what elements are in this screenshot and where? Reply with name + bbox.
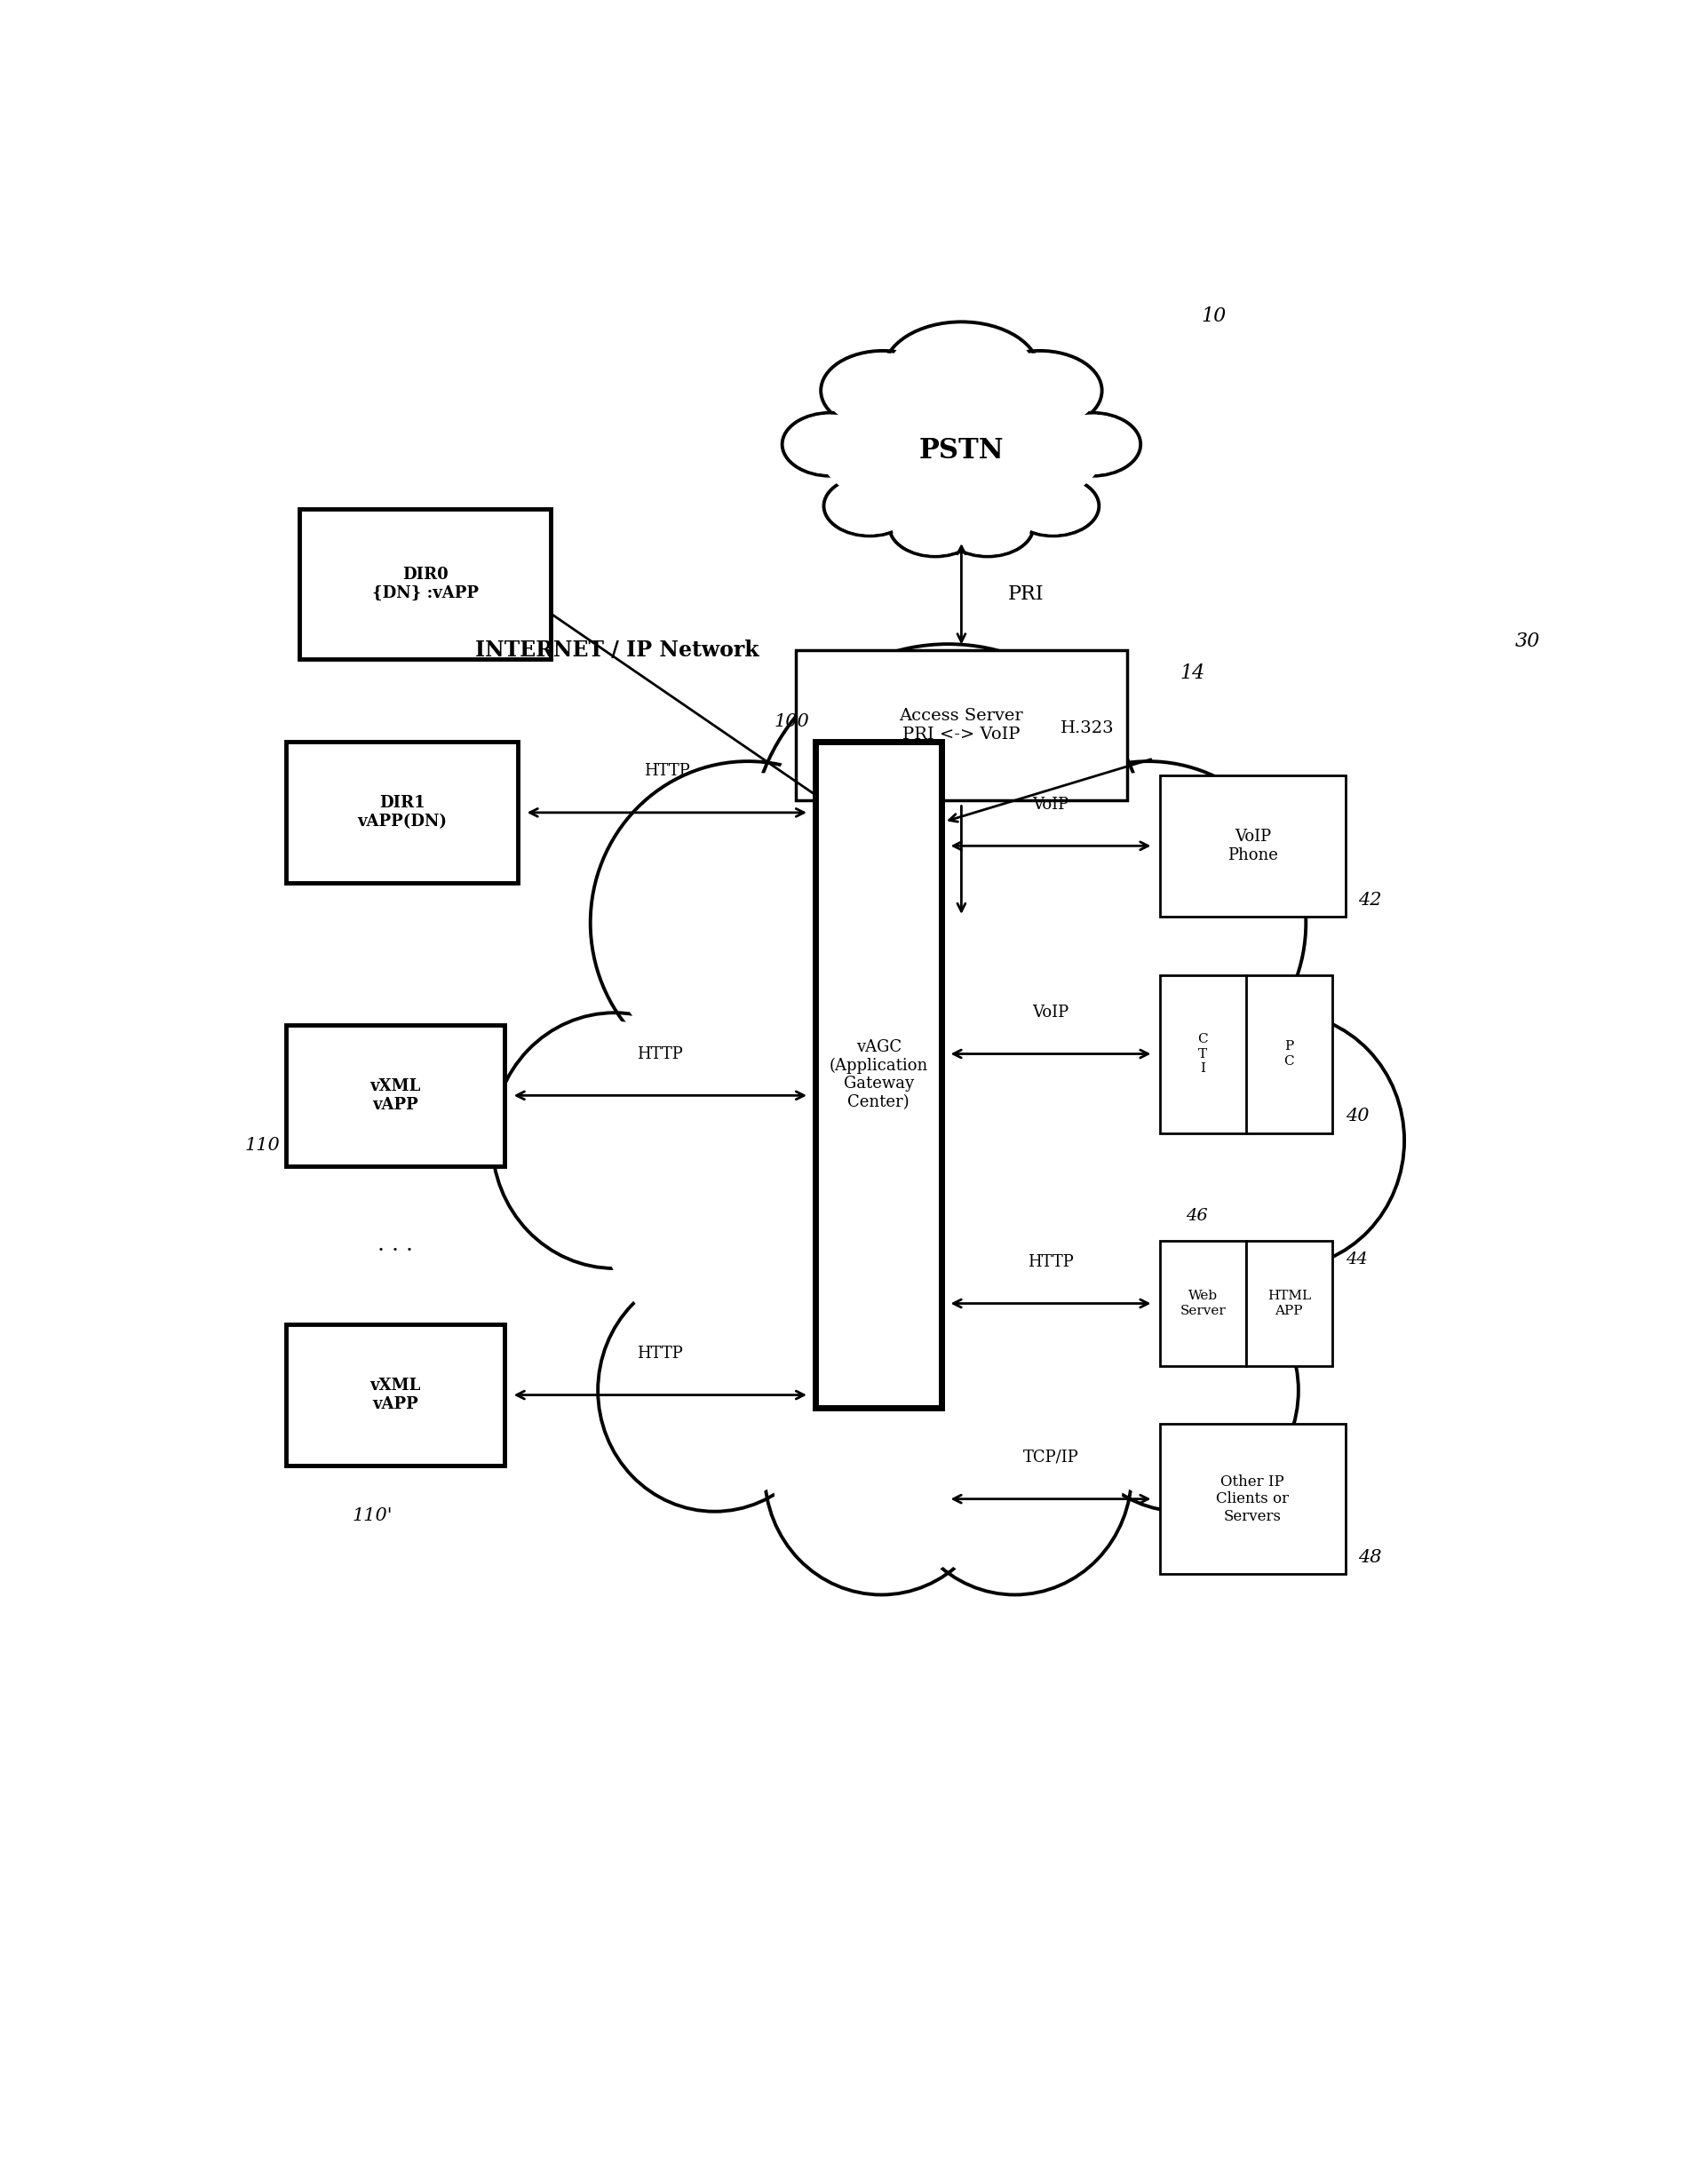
FancyBboxPatch shape bbox=[1160, 776, 1346, 916]
FancyBboxPatch shape bbox=[299, 510, 552, 659]
Ellipse shape bbox=[898, 1353, 1132, 1595]
Ellipse shape bbox=[825, 354, 941, 428]
Ellipse shape bbox=[1168, 1022, 1395, 1260]
Text: VoIP: VoIP bbox=[1032, 795, 1069, 813]
Text: HTTP: HTTP bbox=[644, 763, 690, 778]
FancyBboxPatch shape bbox=[1160, 975, 1332, 1132]
Ellipse shape bbox=[982, 354, 1098, 428]
Ellipse shape bbox=[763, 659, 1132, 1033]
Text: PRI: PRI bbox=[1008, 583, 1044, 603]
Text: 30: 30 bbox=[1515, 631, 1541, 650]
Ellipse shape bbox=[601, 774, 895, 1072]
Ellipse shape bbox=[750, 644, 1146, 1048]
Text: INTERNET / IP Network: INTERNET / IP Network bbox=[475, 640, 758, 661]
Ellipse shape bbox=[883, 322, 1040, 421]
Text: 100: 100 bbox=[774, 713, 810, 730]
Text: TCP/IP: TCP/IP bbox=[1023, 1450, 1079, 1465]
Ellipse shape bbox=[531, 845, 1365, 1487]
Text: 110': 110' bbox=[352, 1506, 393, 1524]
Ellipse shape bbox=[823, 475, 915, 536]
FancyBboxPatch shape bbox=[1160, 1240, 1247, 1366]
Text: 110: 110 bbox=[244, 1137, 280, 1154]
Ellipse shape bbox=[991, 761, 1307, 1085]
FancyBboxPatch shape bbox=[1247, 1240, 1332, 1366]
Ellipse shape bbox=[588, 895, 1310, 1439]
Text: Access Server
PRI <-> VoIP: Access Server PRI <-> VoIP bbox=[900, 709, 1023, 743]
Ellipse shape bbox=[798, 372, 1126, 529]
FancyBboxPatch shape bbox=[287, 1024, 506, 1167]
Text: C
T
I: C T I bbox=[1197, 1033, 1208, 1074]
Text: DIR1
vAPP(DN): DIR1 vAPP(DN) bbox=[357, 795, 447, 830]
Text: HTML
APP: HTML APP bbox=[1267, 1290, 1310, 1316]
Text: 44: 44 bbox=[1346, 1251, 1366, 1269]
Ellipse shape bbox=[1044, 413, 1141, 475]
Text: Web
Server: Web Server bbox=[1180, 1290, 1226, 1316]
FancyBboxPatch shape bbox=[287, 741, 518, 884]
Text: vAGC
(Application
Gateway
Center): vAGC (Application Gateway Center) bbox=[830, 1039, 927, 1111]
Ellipse shape bbox=[1011, 478, 1097, 534]
Text: HTTP: HTTP bbox=[1028, 1253, 1074, 1271]
Ellipse shape bbox=[1003, 774, 1295, 1072]
Ellipse shape bbox=[598, 1269, 832, 1511]
Ellipse shape bbox=[1073, 1277, 1290, 1502]
Ellipse shape bbox=[945, 499, 1030, 553]
Ellipse shape bbox=[979, 350, 1102, 430]
FancyBboxPatch shape bbox=[816, 741, 941, 1407]
Text: 40: 40 bbox=[1346, 1109, 1368, 1124]
Text: H.323: H.323 bbox=[1061, 720, 1114, 737]
Text: . . .: . . . bbox=[377, 1234, 413, 1256]
Ellipse shape bbox=[893, 499, 977, 553]
Ellipse shape bbox=[774, 1361, 991, 1586]
Ellipse shape bbox=[941, 497, 1033, 555]
Text: P
C: P C bbox=[1284, 1039, 1295, 1068]
Ellipse shape bbox=[492, 1014, 738, 1269]
Ellipse shape bbox=[500, 1022, 728, 1260]
FancyBboxPatch shape bbox=[287, 1325, 506, 1465]
Ellipse shape bbox=[822, 350, 945, 430]
Ellipse shape bbox=[820, 382, 1103, 519]
Ellipse shape bbox=[786, 415, 874, 473]
Ellipse shape bbox=[907, 1361, 1124, 1586]
FancyBboxPatch shape bbox=[1160, 1424, 1346, 1573]
Text: vXML
vAPP: vXML vAPP bbox=[371, 1379, 420, 1411]
Ellipse shape bbox=[782, 413, 878, 475]
Ellipse shape bbox=[1047, 415, 1138, 473]
Text: 42: 42 bbox=[1358, 892, 1382, 908]
Text: HTTP: HTTP bbox=[637, 1346, 683, 1361]
Text: HTTP: HTTP bbox=[637, 1046, 683, 1061]
Text: Other IP
Clients or
Servers: Other IP Clients or Servers bbox=[1216, 1474, 1290, 1524]
Text: 14: 14 bbox=[1180, 663, 1204, 683]
Ellipse shape bbox=[1064, 1269, 1298, 1511]
Ellipse shape bbox=[591, 761, 905, 1085]
Text: PSTN: PSTN bbox=[919, 437, 1004, 465]
Text: DIR0
{DN} :vAPP: DIR0 {DN} :vAPP bbox=[372, 566, 478, 601]
Ellipse shape bbox=[1008, 475, 1098, 536]
Ellipse shape bbox=[1160, 1014, 1404, 1269]
Ellipse shape bbox=[765, 1353, 997, 1595]
Ellipse shape bbox=[890, 497, 980, 555]
Ellipse shape bbox=[606, 1277, 823, 1502]
Text: VoIP
Phone: VoIP Phone bbox=[1228, 828, 1278, 862]
Text: 48: 48 bbox=[1358, 1549, 1382, 1567]
Ellipse shape bbox=[827, 478, 912, 534]
Ellipse shape bbox=[888, 326, 1033, 417]
Text: 46: 46 bbox=[1185, 1208, 1208, 1223]
Text: VoIP: VoIP bbox=[1032, 1005, 1069, 1020]
Text: 10: 10 bbox=[1202, 307, 1226, 326]
FancyBboxPatch shape bbox=[796, 650, 1127, 800]
Text: vXML
vAPP: vXML vAPP bbox=[371, 1078, 420, 1113]
